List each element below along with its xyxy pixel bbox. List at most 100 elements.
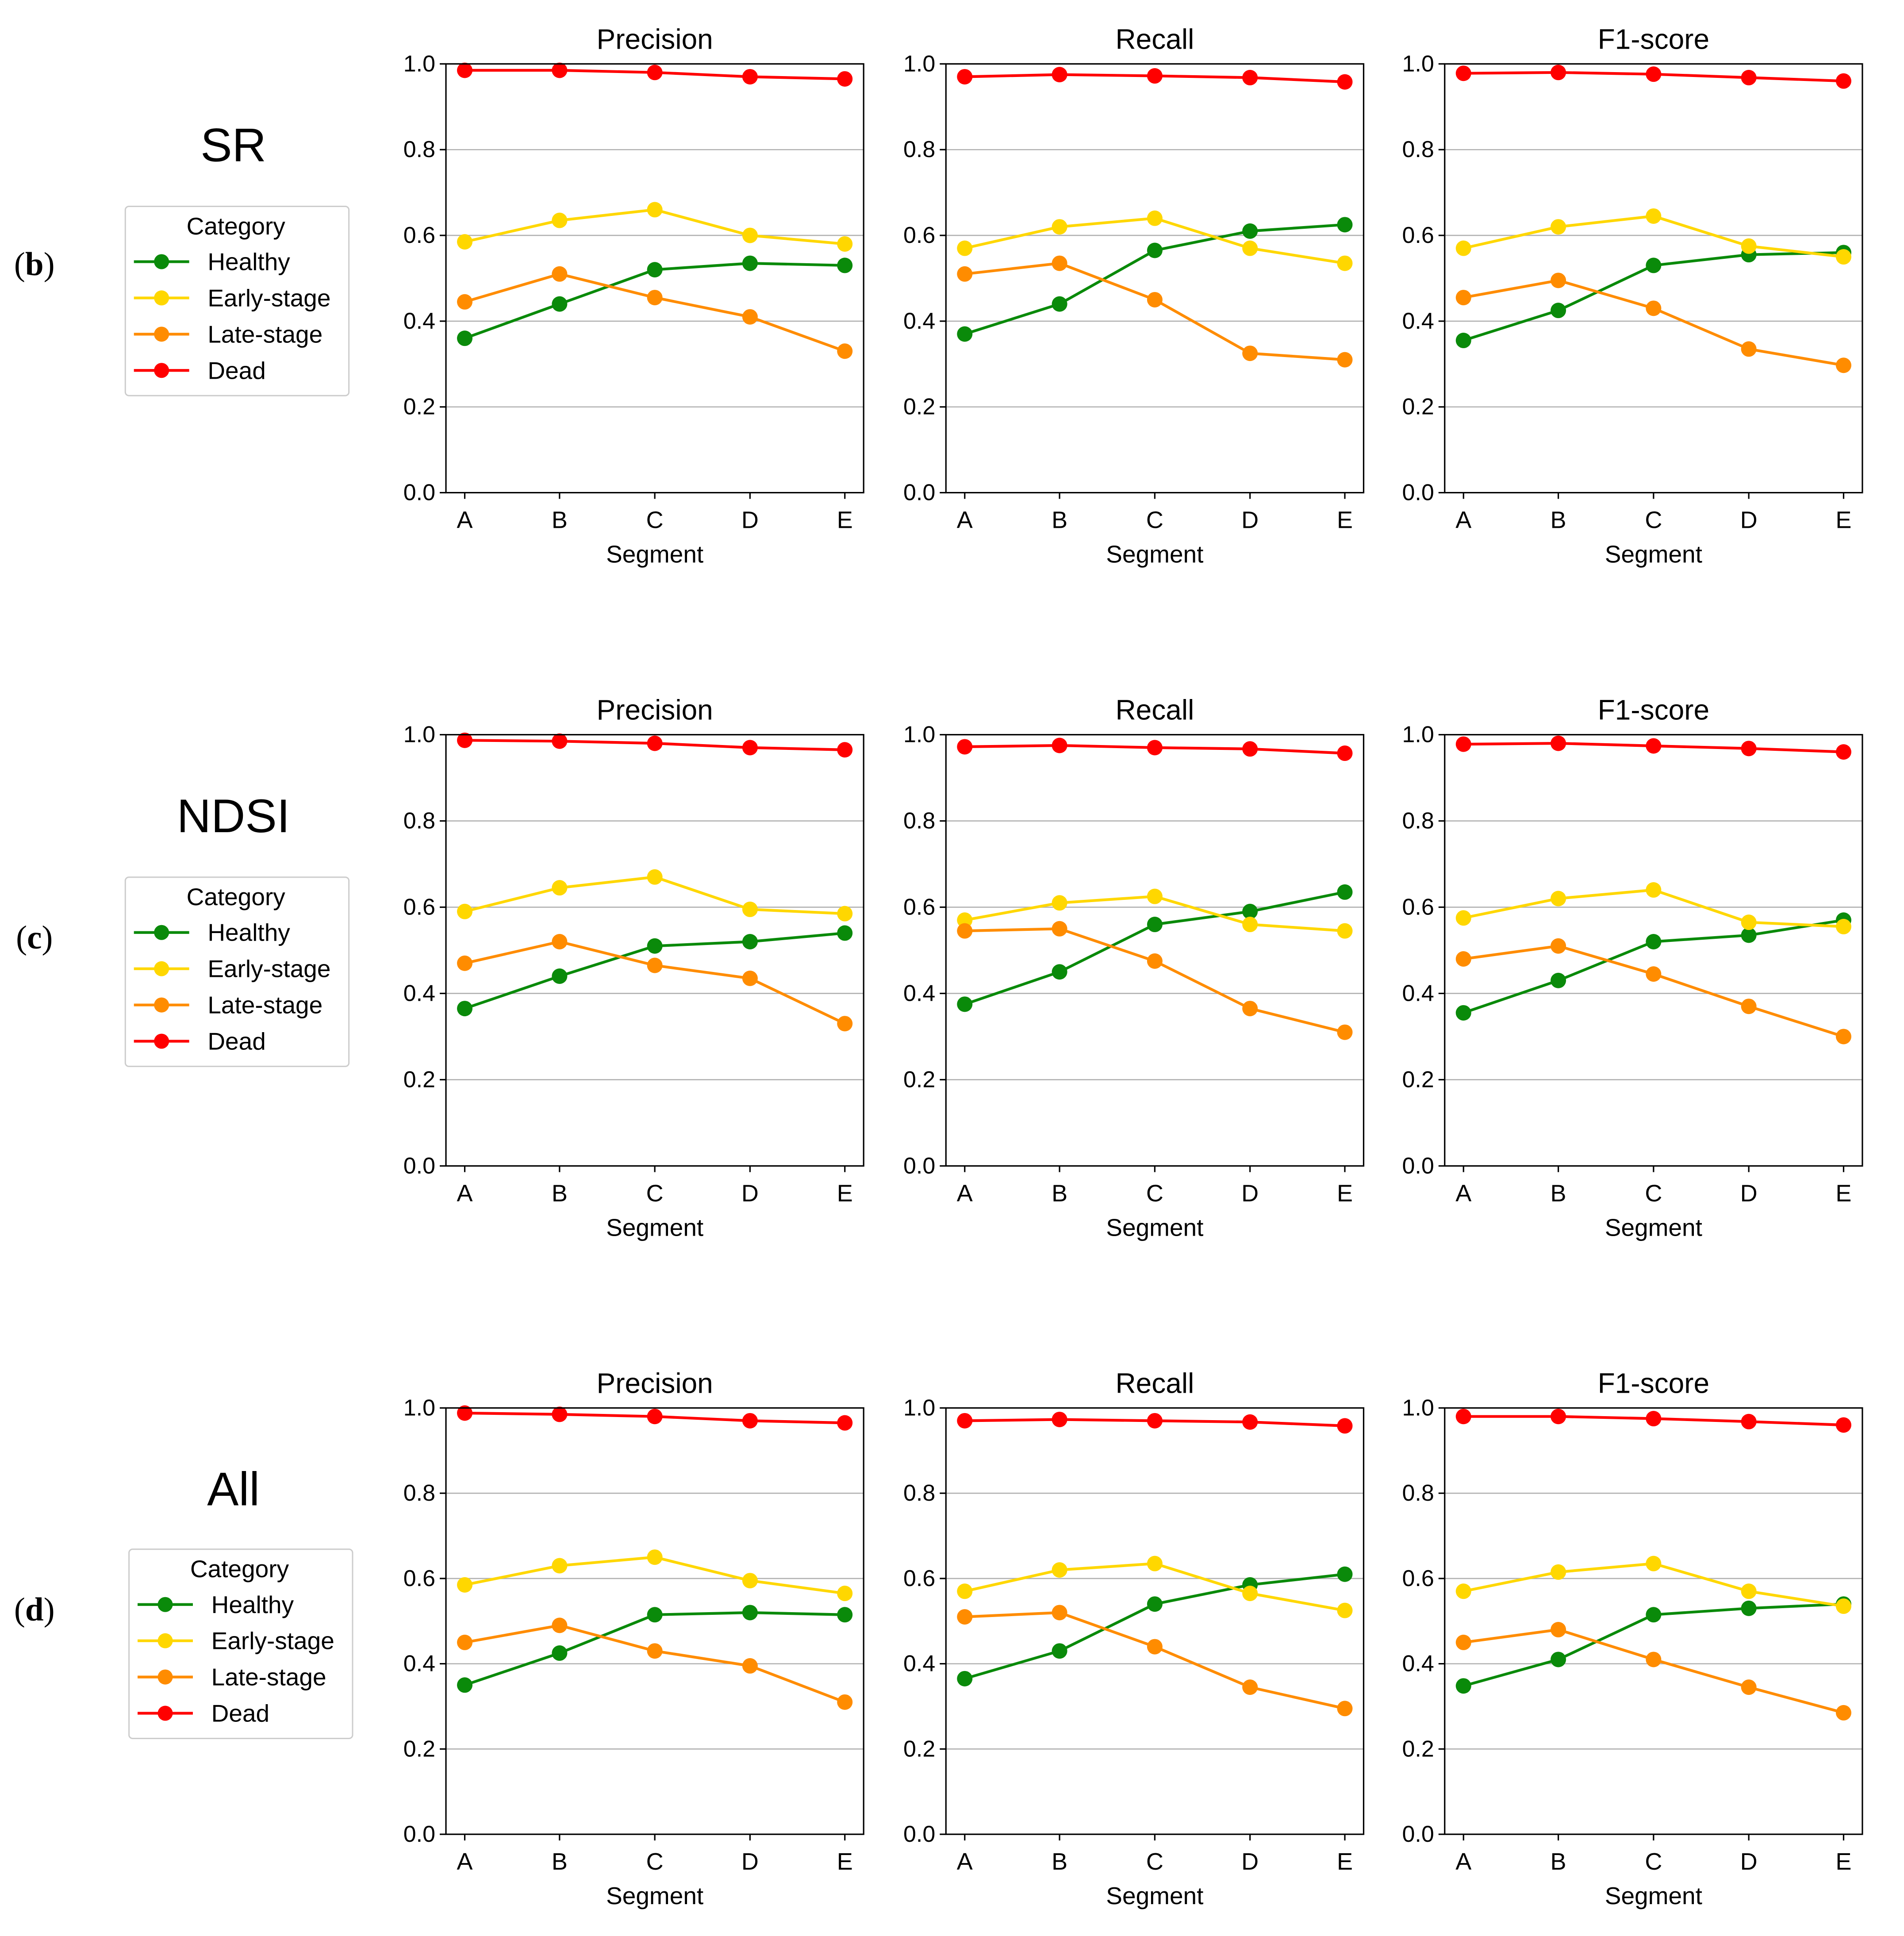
legend-label-healthy: Healthy xyxy=(207,919,290,946)
panel-label-part: ) xyxy=(42,919,53,956)
row-all: All (d) Category Healthy Early-stage Late-sta… xyxy=(14,1463,353,1739)
data-point-early-stage-b xyxy=(1551,891,1566,907)
x-tick-label: B xyxy=(552,507,568,534)
y-tick-label: 0.2 xyxy=(903,394,935,420)
data-point-late-stage-c xyxy=(647,290,663,306)
data-point-late-stage-e xyxy=(1835,1705,1851,1721)
data-point-dead-a xyxy=(957,739,973,755)
data-point-early-stage-e xyxy=(1835,918,1851,934)
chart-ndsi-precision: 0.0 0.2 0.4 0.6 0.8 1.0 A B C D E Segment Precision xyxy=(403,694,864,1241)
data-point-healthy-d xyxy=(1242,903,1258,919)
x-tick-label: B xyxy=(1052,1848,1067,1875)
y-tick-label: 0.8 xyxy=(403,137,435,162)
x-tick-label: A xyxy=(957,1848,973,1875)
data-point-dead-b xyxy=(1052,1411,1067,1427)
x-tick-label: D xyxy=(1241,1848,1259,1875)
x-axis-label: Segment xyxy=(1106,1214,1203,1241)
x-tick-label: E xyxy=(837,507,853,534)
x-axis-label: Segment xyxy=(1605,541,1702,568)
data-point-early-stage-d xyxy=(742,901,758,917)
data-point-dead-a xyxy=(957,69,973,85)
x-tick-label: A xyxy=(957,1180,973,1206)
panel-label-part: ( xyxy=(14,246,25,283)
y-tick-label: 0.2 xyxy=(903,1736,935,1762)
data-point-dead-b xyxy=(552,62,568,78)
row-sr: SR (b) Category Healthy Early-stage Late-stag… xyxy=(14,119,350,396)
data-point-healthy-e xyxy=(1337,884,1353,900)
data-point-early-stage-c xyxy=(1147,210,1163,226)
row-annotations: SR(b)CategoryHealthyEarly-stageLate-stag… xyxy=(14,119,353,1739)
data-point-early-stage-a xyxy=(957,1583,973,1599)
data-point-early-stage-e xyxy=(837,906,853,922)
x-tick-label: B xyxy=(1052,507,1067,534)
chart-all-recall: 0.0 0.2 0.4 0.6 0.8 1.0 A B C D E Segment Recall xyxy=(903,1367,1365,1909)
y-tick-label: 1.0 xyxy=(403,1395,435,1421)
data-point-dead-d xyxy=(742,740,758,756)
data-point-early-stage-e xyxy=(1337,923,1353,939)
data-point-late-stage-c xyxy=(647,957,663,973)
panel-label: (c) xyxy=(16,919,53,956)
legend-marker-early-stage xyxy=(154,961,169,976)
chart-title: Precision xyxy=(597,694,713,726)
data-point-late-stage-d xyxy=(742,970,758,986)
legend-label-late-stage: Late-stage xyxy=(207,991,322,1019)
data-point-healthy-c xyxy=(1646,934,1662,950)
data-point-early-stage-d xyxy=(742,227,758,243)
legend-title: Category xyxy=(190,1555,289,1583)
x-tick-label: A xyxy=(1455,507,1471,534)
data-point-dead-a xyxy=(457,62,473,78)
legend: Category Healthy Early-stage Late-stage Dead xyxy=(128,1548,353,1739)
data-point-dead-d xyxy=(1242,1414,1258,1430)
x-tick-label: C xyxy=(1645,507,1662,534)
panel-label: (d) xyxy=(14,1591,55,1628)
data-point-late-stage-b xyxy=(552,266,568,282)
chart-title: Recall xyxy=(1115,23,1194,55)
data-point-healthy-c xyxy=(647,262,663,278)
method-label: All xyxy=(207,1463,260,1516)
y-tick-label: 1.0 xyxy=(1402,51,1434,77)
data-point-healthy-a xyxy=(957,326,973,342)
x-tick-label: E xyxy=(1835,1180,1851,1206)
data-point-early-stage-b xyxy=(1052,1562,1067,1578)
x-tick-label: C xyxy=(646,1180,664,1206)
data-point-early-stage-b xyxy=(552,1558,568,1574)
panel-label-part: ( xyxy=(14,1591,25,1628)
data-point-early-stage-b xyxy=(552,212,568,228)
data-point-early-stage-c xyxy=(1646,1556,1662,1571)
y-tick-label: 0.4 xyxy=(903,308,935,334)
data-point-early-stage-c xyxy=(1147,1556,1163,1571)
y-tick-label: 1.0 xyxy=(903,1395,935,1421)
data-point-dead-b xyxy=(1052,738,1067,753)
y-tick-label: 0.4 xyxy=(1402,980,1434,1006)
data-point-late-stage-b xyxy=(1052,255,1067,271)
data-point-late-stage-c xyxy=(1646,300,1662,316)
data-point-late-stage-c xyxy=(1147,292,1163,307)
legend-label-early-stage: Early-stage xyxy=(207,284,330,311)
data-point-healthy-e xyxy=(1337,217,1353,233)
y-tick-label: 0.2 xyxy=(1402,394,1434,420)
data-point-dead-b xyxy=(1551,735,1566,751)
data-point-dead-c xyxy=(1147,68,1163,84)
data-point-late-stage-e xyxy=(837,1016,853,1032)
chart-sr-precision: 0.0 0.2 0.4 0.6 0.8 1.0 A B C D E Segment Precision xyxy=(403,23,864,568)
data-point-dead-e xyxy=(1835,744,1851,760)
data-point-early-stage-c xyxy=(647,1549,663,1565)
legend-box xyxy=(124,206,350,396)
data-point-early-stage-a xyxy=(957,240,973,256)
data-point-late-stage-a xyxy=(957,923,973,939)
panel-label-part: ) xyxy=(44,1591,55,1628)
y-tick-label: 1.0 xyxy=(903,722,935,748)
y-tick-label: 0.6 xyxy=(1402,895,1434,920)
data-point-late-stage-e xyxy=(837,1694,853,1710)
data-point-late-stage-d xyxy=(742,309,758,325)
data-point-late-stage-e xyxy=(1337,1024,1353,1040)
data-point-early-stage-e xyxy=(1337,255,1353,271)
data-point-late-stage-d xyxy=(1741,999,1757,1014)
x-tick-label: E xyxy=(1835,1848,1851,1875)
data-point-dead-d xyxy=(1741,741,1757,757)
x-tick-label: D xyxy=(1740,507,1758,534)
data-point-healthy-d xyxy=(742,934,758,950)
data-point-late-stage-d xyxy=(1741,341,1757,357)
legend-marker-late-stage xyxy=(157,1669,173,1685)
data-point-healthy-b xyxy=(552,1645,568,1661)
